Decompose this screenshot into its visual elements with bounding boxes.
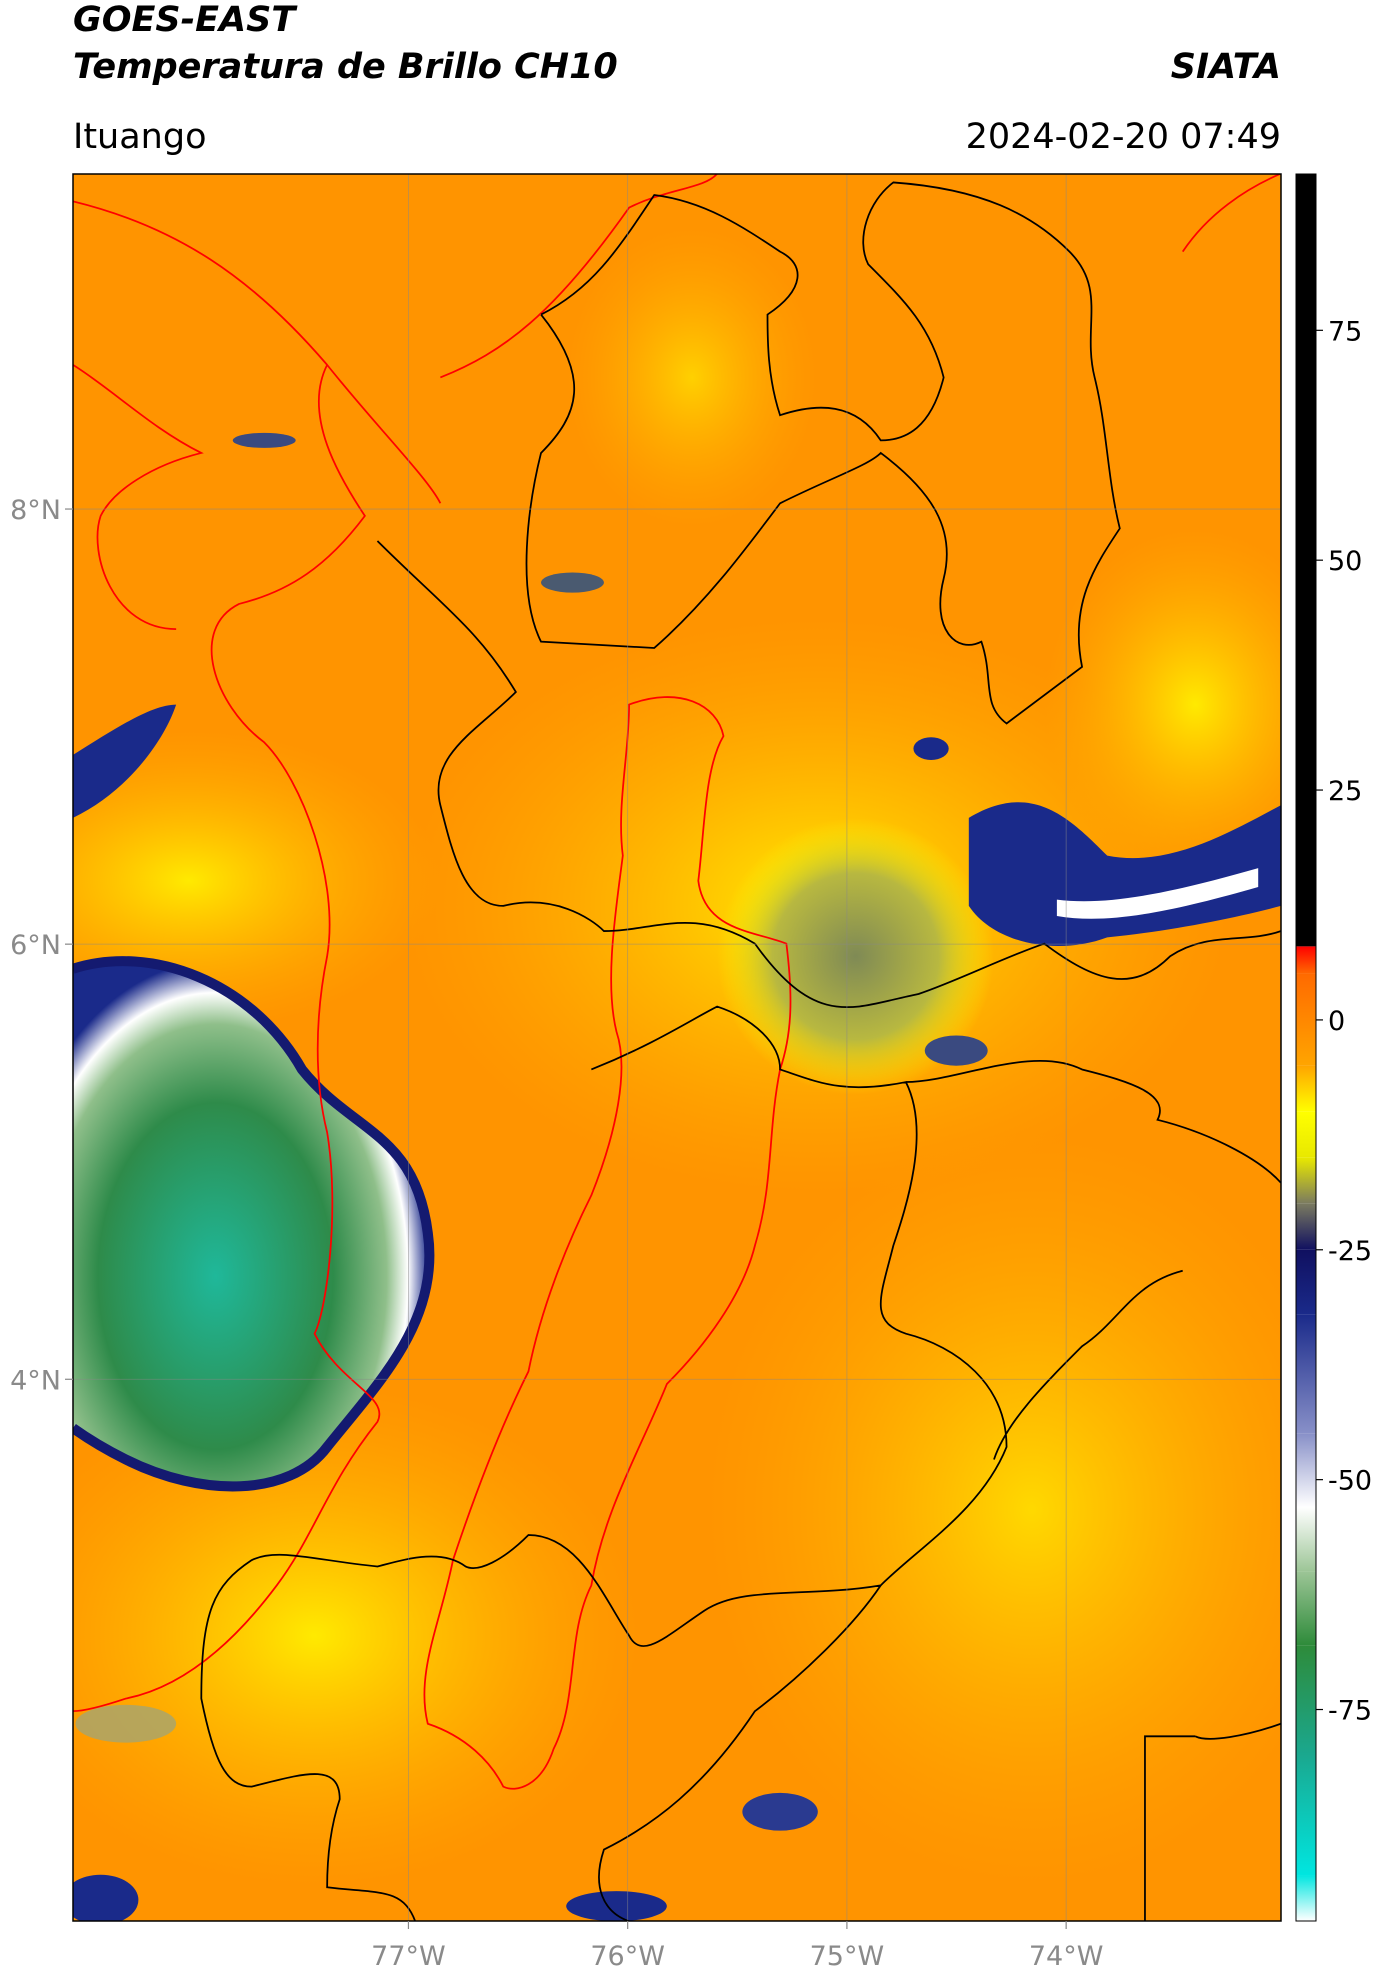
colorbar-segment bbox=[1296, 1571, 1316, 1646]
colorbar-segment bbox=[1296, 1875, 1316, 1921]
subtitle: Temperatura de Brillo CH10 bbox=[73, 47, 618, 87]
colorbar-tick-label: 25 bbox=[1328, 776, 1362, 807]
y-tick-label: 8°N bbox=[10, 495, 61, 526]
colorbar-tick-label: 75 bbox=[1328, 316, 1362, 347]
colorbar-segment bbox=[1296, 973, 1316, 1066]
x-tick-label: 77°W bbox=[371, 1941, 446, 1972]
colorbar-segment bbox=[1296, 1065, 1316, 1112]
x-tick-label: 76°W bbox=[590, 1941, 665, 1972]
colorbar-segment bbox=[1296, 1249, 1316, 1315]
colorbar-tick-label: -25 bbox=[1328, 1236, 1372, 1267]
map-frame bbox=[72, 173, 1282, 1922]
colorbar-segment bbox=[1296, 1507, 1316, 1572]
cloud-field bbox=[73, 226, 1281, 1921]
colorbar-tick-label: 50 bbox=[1328, 546, 1362, 577]
colorbar-segment bbox=[1296, 1157, 1316, 1204]
colorbar-tick-label: 0 bbox=[1328, 1006, 1345, 1037]
colorbar-segment bbox=[1296, 1755, 1316, 1876]
colorbar-segment bbox=[1296, 174, 1316, 947]
colorbar-frame bbox=[1295, 173, 1317, 1922]
title: GOES-EAST bbox=[73, 0, 298, 40]
colorbar-segment bbox=[1296, 1433, 1316, 1508]
colorbar-segment bbox=[1296, 946, 1316, 974]
source: SIATA bbox=[1171, 47, 1281, 87]
colorbar-segment bbox=[1296, 1314, 1316, 1434]
colorbar-segment bbox=[1296, 1111, 1316, 1158]
y-tick-label: 6°N bbox=[10, 930, 61, 961]
y-tick-label: 4°N bbox=[10, 1365, 61, 1396]
boundaries bbox=[73, 174, 1281, 1921]
colorbar-tick-label: -75 bbox=[1328, 1696, 1372, 1727]
colorbar-tick-label: -50 bbox=[1328, 1466, 1372, 1497]
datetime: 2024-02-20 07:49 bbox=[966, 117, 1281, 157]
satellite-image bbox=[73, 174, 1281, 1921]
x-tick-label: 74°W bbox=[1029, 1941, 1104, 1972]
x-tick-label: 75°W bbox=[810, 1941, 885, 1972]
colorbar-segment bbox=[1296, 1203, 1316, 1250]
location: Ituango bbox=[73, 117, 207, 157]
colorbar-segment bbox=[1296, 1645, 1316, 1756]
